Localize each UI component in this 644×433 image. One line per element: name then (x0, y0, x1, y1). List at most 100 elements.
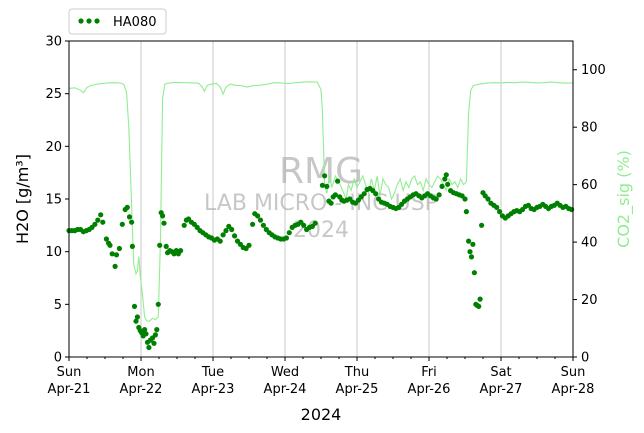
data-point (151, 340, 157, 346)
data-point (124, 204, 130, 210)
legend-marker (86, 18, 92, 24)
data-point (157, 242, 163, 248)
data-point (246, 242, 252, 248)
x-tick-label: Apr-25 (336, 382, 379, 397)
data-point (467, 249, 473, 255)
y-tick-label: 5 (54, 298, 62, 313)
data-point (445, 181, 451, 187)
data-point (92, 221, 98, 227)
data-point (324, 183, 330, 189)
data-point (112, 263, 118, 269)
data-point (442, 176, 448, 182)
data-point (126, 214, 133, 220)
data-point (217, 238, 223, 244)
y-tick-label: 0 (581, 351, 589, 366)
data-point (113, 252, 120, 258)
y-tick-label: 60 (581, 178, 598, 193)
data-point (103, 236, 109, 242)
y-tick-label: 10 (45, 245, 62, 260)
data-point (436, 192, 442, 198)
x-tick-label: Wed (271, 365, 299, 380)
y-tick-label: 40 (581, 236, 598, 251)
data-point (470, 241, 476, 247)
data-point (433, 196, 439, 202)
x-tick-label: Sun (57, 365, 82, 380)
data-point (477, 296, 483, 302)
data-point (152, 332, 158, 338)
data-point (312, 220, 318, 226)
data-point (220, 232, 226, 238)
data-point (322, 173, 328, 179)
data-point (223, 228, 229, 234)
x-tick-label: Apr-26 (408, 382, 451, 397)
data-point (98, 212, 104, 218)
data-point (479, 222, 485, 228)
y-tick-label: 100 (581, 63, 606, 78)
legend-label: HA080 (113, 15, 156, 30)
data-point (109, 251, 115, 257)
data-point (468, 254, 475, 260)
x-tick-label: Sat (490, 365, 511, 380)
x-tick-label: Thu (344, 365, 369, 380)
data-point (133, 318, 139, 324)
data-point (471, 270, 477, 276)
h2o-series (66, 172, 575, 351)
data-point (131, 303, 138, 309)
data-point (107, 242, 113, 248)
y-tick-label: 30 (45, 35, 62, 50)
data-point (143, 331, 149, 337)
data-point (95, 217, 101, 223)
data-point (161, 220, 167, 226)
x-tick-label: Apr-22 (120, 382, 163, 397)
right-y-axis-label: CO2_sig (%) (614, 150, 634, 248)
x-tick-label: Tue (201, 365, 224, 380)
data-point (160, 213, 166, 219)
y-tick-label: 0 (54, 351, 62, 366)
data-point (116, 245, 122, 252)
data-point (229, 226, 235, 233)
data-point (119, 221, 125, 227)
legend-marker (94, 18, 100, 24)
y-tick-label: 20 (581, 293, 598, 308)
y-tick-label: 15 (45, 193, 62, 208)
data-point (462, 196, 468, 202)
data-point (319, 182, 325, 188)
right-y-axis: 0 20 40 60 80 100 (573, 63, 606, 366)
data-point (283, 235, 289, 241)
x-tick-label: Apr-27 (480, 382, 523, 397)
data-point (466, 238, 472, 244)
legend-marker (78, 18, 84, 24)
data-point (497, 209, 503, 215)
data-point (335, 178, 341, 184)
left-y-axis-label: H2O [g/m³] (13, 154, 32, 244)
data-point (328, 200, 334, 206)
x-tick-label: Sun (561, 365, 586, 380)
data-point (155, 301, 161, 307)
co2-line (68, 81, 574, 322)
x-tick-label: Mon (127, 365, 154, 380)
x-axis: Sun Apr-21 Mon Apr-22 Tue Apr-23 Wed Apr-24 Thu A… (48, 357, 595, 397)
x-tick-label: Apr-28 (552, 382, 595, 397)
x-tick-label: Apr-21 (48, 382, 91, 397)
y-tick-label: 25 (45, 87, 62, 102)
left-y-axis: 0 5 10 15 20 25 30 (45, 35, 69, 366)
data-point (178, 248, 184, 254)
data-point (146, 344, 152, 351)
x-tick-label: Apr-23 (192, 382, 235, 397)
data-point (439, 183, 445, 189)
vertical-gridlines (140, 41, 502, 357)
data-point (463, 209, 469, 215)
data-point (332, 192, 338, 198)
watermark-line-2: LAB MICRO - INC USP (204, 191, 438, 216)
data-point (129, 219, 135, 225)
data-point (286, 230, 292, 236)
x-axis-label: 2024 (301, 405, 342, 424)
data-point (485, 196, 491, 202)
watermark: RMG LAB MICRO - INC USP 2024 (204, 151, 438, 243)
data-point (142, 327, 148, 333)
x-tick-label: Fri (421, 365, 437, 380)
y-tick-label: 80 (581, 121, 598, 136)
data-point (257, 217, 264, 223)
legend-box (68, 8, 167, 35)
